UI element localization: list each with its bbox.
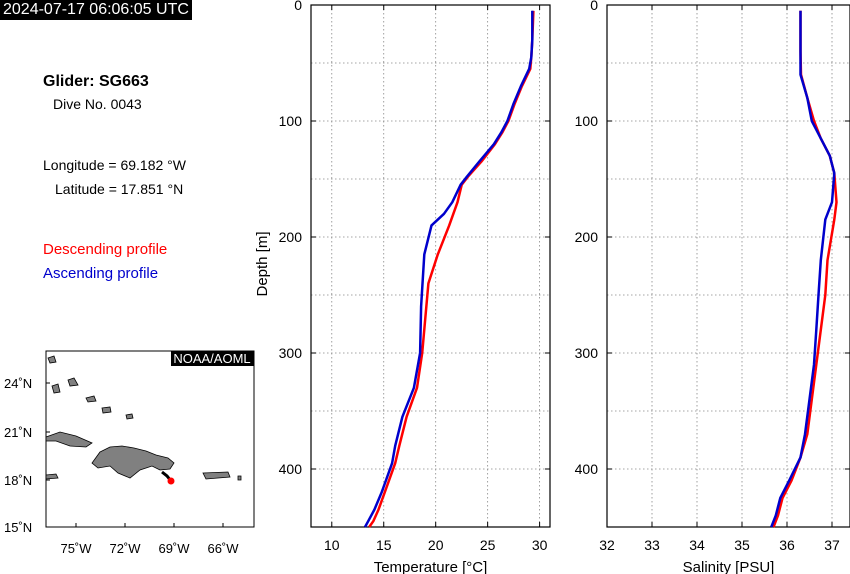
map-lat-label: 18˚N — [4, 473, 32, 488]
turks-caicos-island — [125, 413, 134, 420]
y-tick-label: 300 — [575, 345, 599, 361]
y-tick-label: 100 — [575, 113, 599, 129]
bahamas-island — [51, 383, 61, 394]
glider-title: Glider: SG663 — [43, 73, 149, 90]
puerto-rico-landmass — [202, 471, 231, 480]
map-lon-label: 75˚W — [60, 541, 92, 556]
map-ticks — [46, 382, 224, 527]
x-tick-label: 34 — [689, 537, 705, 553]
map-lon-label: 69˚W — [158, 541, 190, 556]
salinity-x-axis-label: Salinity [PSU] — [683, 559, 775, 574]
plot-frame — [310, 4, 551, 528]
temperature-chart: 0 100 200 300 400 10 15 20 25 30 Temperature [°C] D… — [254, 0, 551, 574]
y-tick-label: 200 — [575, 229, 599, 245]
y-tick-label: 400 — [279, 461, 303, 477]
map-credit-box — [171, 351, 254, 366]
salinity-chart: 0 100 200 300 400 32 33 34 35 36 37 Salinity [PSU] — [575, 0, 850, 574]
bahamas-island — [85, 395, 97, 403]
x-tick-label: 10 — [324, 537, 340, 553]
y-tick-label: 100 — [279, 113, 303, 129]
dive-number: Dive No. 0043 — [53, 96, 142, 112]
map-lat-label: 21˚N — [4, 425, 32, 440]
x-tick-label: 33 — [644, 537, 660, 553]
map-lat-label: 15˚N — [4, 520, 32, 535]
x-tick-label: 36 — [779, 537, 795, 553]
y-tick-label: 0 — [590, 0, 598, 13]
jamaica-landmass — [45, 473, 59, 480]
x-tick-label: 20 — [428, 537, 444, 553]
x-tick-label: 25 — [480, 537, 496, 553]
plot-frame — [606, 4, 850, 528]
latitude-text: Latitude = 17.851 °N — [55, 181, 184, 197]
glider-position-marker — [167, 477, 175, 485]
bahamas-island — [101, 406, 112, 414]
lesser-antilles-island — [237, 475, 242, 481]
y-tick-label: 200 — [279, 229, 303, 245]
x-tick-label: 32 — [599, 537, 615, 553]
legend-descending: Descending profile — [43, 241, 168, 258]
hispaniola-landmass — [91, 445, 175, 479]
map-credit: NOAA/AOML — [173, 351, 250, 366]
temperature-y-axis-label: Depth [m] — [254, 231, 271, 296]
temperature-ascending-line — [363, 10, 534, 528]
bahamas-island — [67, 377, 79, 387]
cuba-landmass — [45, 431, 93, 448]
salinity-ascending-line — [770, 10, 836, 528]
map-lon-label: 72˚W — [109, 541, 141, 556]
x-tick-label: 15 — [376, 537, 392, 553]
map-lon-label: 66˚W — [207, 541, 239, 556]
map-land — [45, 355, 242, 481]
y-tick-label: 400 — [575, 461, 599, 477]
bahamas-island — [47, 355, 57, 364]
y-tick-label: 300 — [279, 345, 303, 361]
x-tick-label: 30 — [532, 537, 548, 553]
x-tick-label: 35 — [734, 537, 750, 553]
location-map: NOAA/AOML 24˚N 21˚N 18˚N 15˚N 75˚W 72˚W … — [4, 350, 255, 556]
temperature-x-axis-label: Temperature [°C] — [374, 559, 488, 574]
legend-ascending: Ascending profile — [43, 265, 159, 282]
longitude-text: Longitude = 69.182 °W — [43, 157, 186, 173]
timestamp: 2024-07-17 06:06:05 UTC — [0, 0, 192, 20]
map-lat-label: 24˚N — [4, 376, 32, 391]
x-tick-label: 37 — [824, 537, 840, 553]
y-tick-label: 0 — [294, 0, 302, 13]
